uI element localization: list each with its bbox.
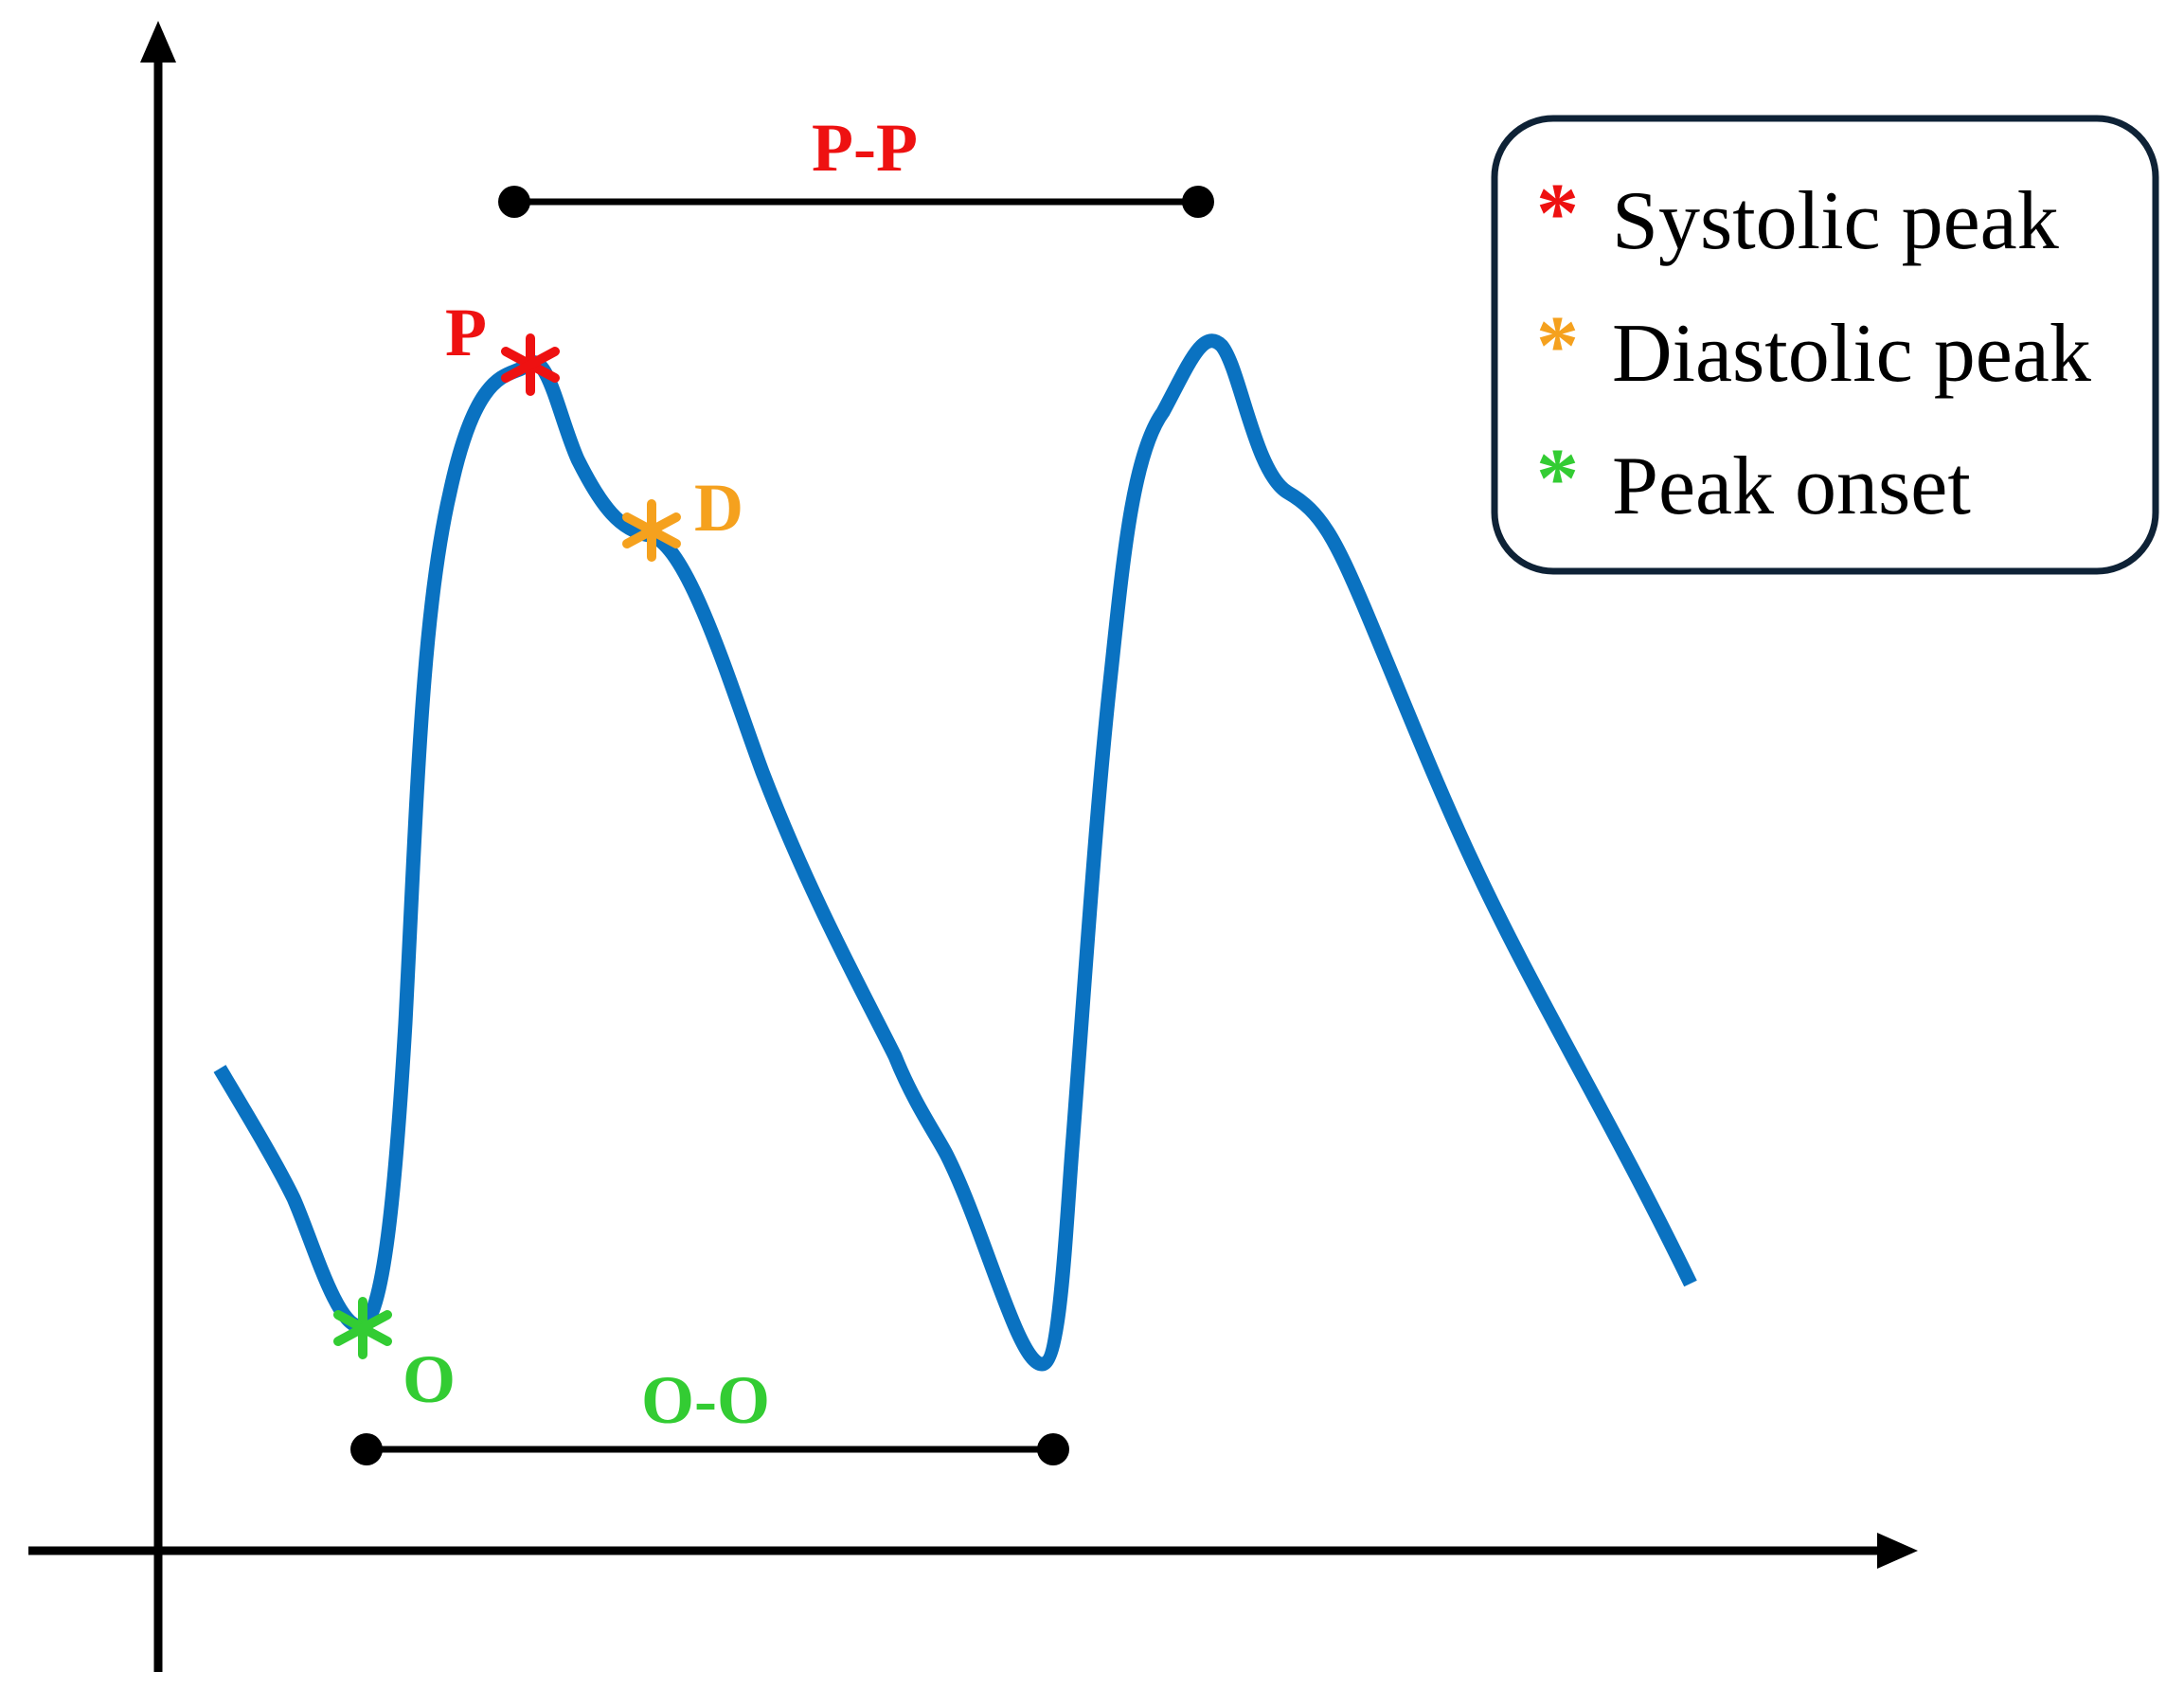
onset-to-onset-interval: O-O [350,1362,1069,1465]
legend-systolic-label: Systolic peak [1612,175,2059,267]
legend: * Systolic peak * Diastolic peak * Peak … [1491,115,2159,575]
onset-to-onset-start-dot [350,1433,383,1465]
ppg-signal-curve [213,333,1697,1372]
onset-point-label: O [403,1341,456,1417]
legend-onset-asterisk-icon: * [1536,432,1579,526]
legend-item-diastolic: * Diastolic peak [1536,299,2091,400]
peak-to-peak-label: P-P [812,110,918,186]
diastolic-point-label: D [694,470,743,546]
legend-onset-label: Peak onset [1612,440,1971,532]
legend-diastolic-label: Diastolic peak [1612,308,2091,400]
systolic-point-label: P [445,295,487,370]
legend-item-systolic: * Systolic peak [1536,167,2059,267]
systolic-peak-marker: P [445,295,560,396]
peak-to-peak-end-dot [1182,186,1214,218]
peak-to-peak-start-dot [498,186,530,218]
legend-item-onset: * Peak onset [1536,432,1971,532]
axes [28,21,1918,1672]
onset-to-onset-label: O-O [641,1362,770,1438]
y-axis-arrowhead-icon [140,21,176,63]
legend-diastolic-asterisk-icon: * [1536,299,1579,393]
x-axis-arrowhead-icon [1877,1533,1918,1569]
peak-to-peak-interval: P-P [498,110,1214,218]
diastolic-peak-marker: D [622,470,743,562]
onset-to-onset-end-dot [1037,1433,1069,1465]
systolic-asterisk-icon [501,333,560,396]
diastolic-asterisk-icon [622,499,681,562]
legend-systolic-asterisk-icon: * [1536,167,1579,261]
legend-box [1491,115,2159,575]
onset-asterisk-icon [333,1297,392,1359]
onset-marker: O [333,1297,456,1417]
